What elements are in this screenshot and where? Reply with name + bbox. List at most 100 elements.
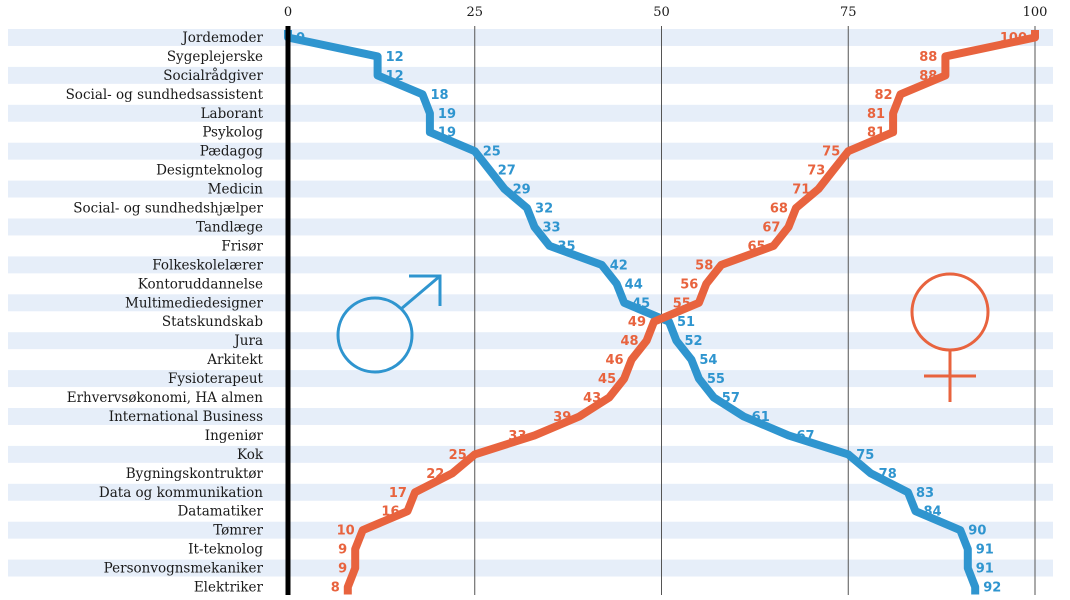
category-label: Social- og sundhedshjælper bbox=[73, 201, 263, 217]
female-data-label: 22 bbox=[426, 467, 444, 482]
category-label: Ingeniør bbox=[205, 428, 264, 444]
category-label: Fysioterapeut bbox=[168, 371, 264, 387]
female-data-label: 82 bbox=[874, 88, 892, 103]
category-label: Folkeskolelærer bbox=[152, 257, 263, 273]
male-data-label: 61 bbox=[752, 410, 770, 425]
category-label: Personvognsmekaniker bbox=[104, 561, 264, 577]
male-data-label: 27 bbox=[498, 164, 516, 179]
category-label: Social- og sundhedsassistent bbox=[66, 87, 264, 103]
male-data-label: 12 bbox=[386, 50, 404, 65]
male-data-label: 29 bbox=[513, 183, 531, 198]
male-data-label: 90 bbox=[968, 524, 986, 539]
row-stripe bbox=[8, 294, 1053, 312]
female-data-label: 45 bbox=[598, 372, 616, 387]
female-data-label: 25 bbox=[449, 448, 467, 463]
male-data-label: 18 bbox=[430, 88, 448, 103]
male-data-label: 32 bbox=[535, 202, 553, 217]
x-tick-label: 0 bbox=[284, 5, 292, 20]
female-data-label: 58 bbox=[695, 258, 713, 273]
row-stripe bbox=[8, 370, 1053, 388]
male-data-label: 33 bbox=[543, 220, 561, 235]
row-stripe bbox=[8, 559, 1053, 577]
series-lines bbox=[284, 30, 1039, 595]
female-data-label: 9 bbox=[338, 562, 347, 577]
gridlines bbox=[474, 26, 1036, 595]
male-symbol-icon bbox=[336, 274, 442, 374]
row-stripe bbox=[8, 142, 1053, 160]
row-stripe bbox=[8, 445, 1053, 463]
female-data-label: 17 bbox=[389, 486, 407, 501]
category-label: Statskundskab bbox=[162, 314, 263, 330]
category-label: Tandlæge bbox=[196, 219, 263, 235]
female-data-label: 9 bbox=[338, 543, 347, 558]
x-tick-label: 50 bbox=[653, 5, 670, 20]
female-data-label: 49 bbox=[628, 315, 646, 330]
female-data-label: 8 bbox=[331, 581, 340, 596]
male-data-label: 19 bbox=[438, 107, 456, 122]
x-tick-labels: 0 25 50 75 100 bbox=[284, 5, 1048, 20]
female-data-label: 81 bbox=[867, 107, 885, 122]
category-label: Jura bbox=[232, 333, 263, 349]
row-stripe bbox=[8, 332, 1053, 350]
female-data-label: 48 bbox=[620, 334, 638, 349]
male-data-label: 54 bbox=[699, 353, 717, 368]
category-labels: Jordemoder Sygeplejerske Socialrådgiver Soc… bbox=[66, 30, 264, 596]
category-label: Kok bbox=[237, 447, 264, 463]
male-data-label: 55 bbox=[707, 372, 725, 387]
female-series-line bbox=[343, 30, 1039, 595]
category-label: Arkitekt bbox=[206, 352, 263, 368]
female-data-label: 75 bbox=[822, 145, 840, 160]
category-label: Elektriker bbox=[194, 580, 264, 596]
category-label: Erhvervsøkonomi, HA almen bbox=[67, 390, 264, 406]
male-data-label: 42 bbox=[610, 258, 628, 273]
female-data-label: 68 bbox=[770, 202, 788, 217]
male-data-label: 25 bbox=[483, 145, 501, 160]
x-tick-label: 25 bbox=[466, 5, 483, 20]
category-label: Datamatiker bbox=[177, 504, 263, 520]
row-stripe bbox=[8, 66, 1053, 84]
male-data-label: 19 bbox=[438, 126, 456, 141]
row-stripe bbox=[8, 256, 1053, 274]
category-label: Designteknolog bbox=[156, 163, 263, 179]
male-data-label: 91 bbox=[976, 543, 994, 558]
category-label: Jordemoder bbox=[180, 30, 263, 46]
category-label: Frisør bbox=[221, 238, 263, 254]
female-data-label: 71 bbox=[792, 183, 810, 198]
female-data-label: 65 bbox=[747, 239, 765, 254]
category-label: International Business bbox=[109, 409, 263, 425]
data-labels: 0 12 12 18 19 19 25 27 29 32 33 35 42 44 45 51 52 54 55 57 6… bbox=[296, 31, 1027, 596]
female-data-label: 100 bbox=[1000, 31, 1027, 46]
male-data-label: 78 bbox=[879, 467, 897, 482]
category-label: Kontoruddannelse bbox=[138, 276, 263, 292]
male-data-label: 45 bbox=[632, 296, 650, 311]
x-tick-label: 75 bbox=[840, 5, 857, 20]
male-data-label: 35 bbox=[557, 239, 575, 254]
category-label: Tømrer bbox=[213, 523, 263, 539]
male-data-label: 91 bbox=[976, 562, 994, 577]
female-data-label: 88 bbox=[919, 50, 937, 65]
female-data-label: 88 bbox=[919, 69, 937, 84]
female-data-label: 16 bbox=[381, 505, 399, 520]
row-stripe bbox=[8, 29, 1053, 46]
female-symbol-icon bbox=[910, 272, 990, 402]
category-label: Laborant bbox=[201, 106, 264, 122]
female-data-label: 67 bbox=[762, 220, 780, 235]
category-label: Multimediedesigner bbox=[125, 295, 264, 311]
category-label: Pædagog bbox=[200, 144, 264, 160]
row-stripes bbox=[8, 29, 1053, 577]
male-data-label: 83 bbox=[916, 486, 934, 501]
male-data-label: 92 bbox=[983, 581, 1001, 596]
male-data-label: 44 bbox=[625, 277, 643, 292]
female-data-label: 10 bbox=[337, 524, 355, 539]
male-data-label: 84 bbox=[923, 505, 941, 520]
female-data-label: 55 bbox=[673, 296, 691, 311]
female-data-label: 39 bbox=[553, 410, 571, 425]
male-data-label: 12 bbox=[386, 69, 404, 84]
female-data-label: 43 bbox=[583, 391, 601, 406]
female-data-label: 73 bbox=[807, 164, 825, 179]
row-stripe bbox=[8, 483, 1053, 501]
male-data-label: 0 bbox=[296, 31, 305, 46]
male-data-label: 57 bbox=[722, 391, 740, 406]
